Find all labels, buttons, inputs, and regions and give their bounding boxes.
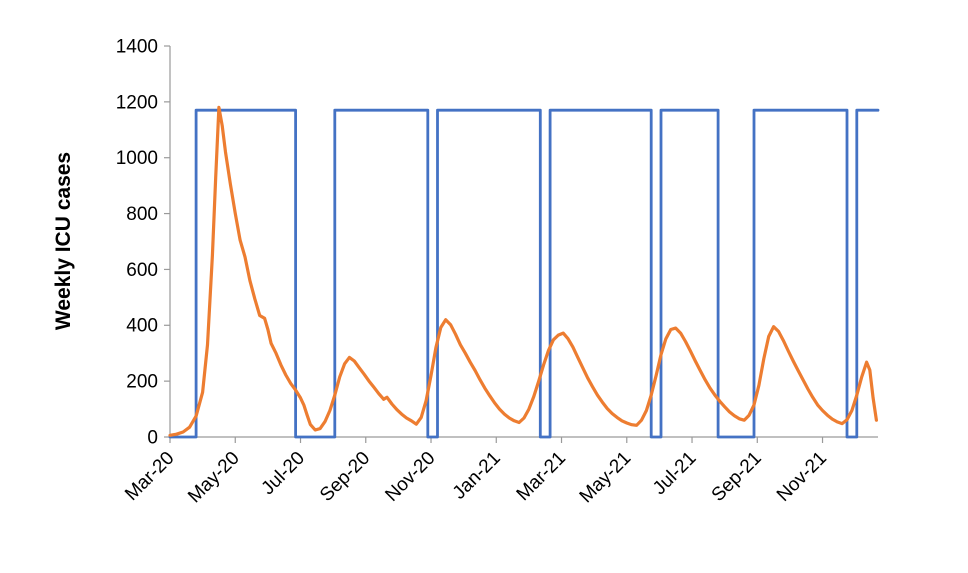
y-tick-label: 800 bbox=[126, 204, 158, 225]
y-tick-label: 600 bbox=[126, 260, 158, 281]
x-tick-label: Jul-21 bbox=[649, 448, 700, 499]
x-tick-label: Jan-21 bbox=[449, 448, 505, 504]
x-tick-label: Nov-20 bbox=[381, 448, 439, 506]
x-tick-label: Sep-21 bbox=[708, 448, 766, 506]
series-weekly-icu-cases bbox=[168, 105, 879, 437]
x-tick-label: Nov-21 bbox=[773, 448, 831, 506]
y-tick-label: 1200 bbox=[116, 92, 158, 113]
y-tick-label: 1400 bbox=[116, 36, 158, 57]
axes bbox=[164, 45, 878, 443]
y-tick-label: 0 bbox=[147, 427, 158, 448]
x-tick-label: May-20 bbox=[184, 448, 244, 508]
x-tick-label: Mar-21 bbox=[513, 448, 570, 505]
x-tick-label: Sep-20 bbox=[316, 448, 374, 506]
x-tick-label: Jul-20 bbox=[258, 448, 309, 499]
series-unlabeled-square-wave bbox=[168, 108, 880, 439]
y-tick-label: 200 bbox=[126, 372, 158, 393]
x-tick-label: Mar-20 bbox=[121, 448, 178, 505]
x-tick-label: May-21 bbox=[576, 448, 636, 508]
y-axis-title: Weekly ICU cases bbox=[52, 151, 75, 331]
y-tick-label: 400 bbox=[126, 316, 158, 337]
y-tick-label: 1000 bbox=[116, 148, 158, 169]
